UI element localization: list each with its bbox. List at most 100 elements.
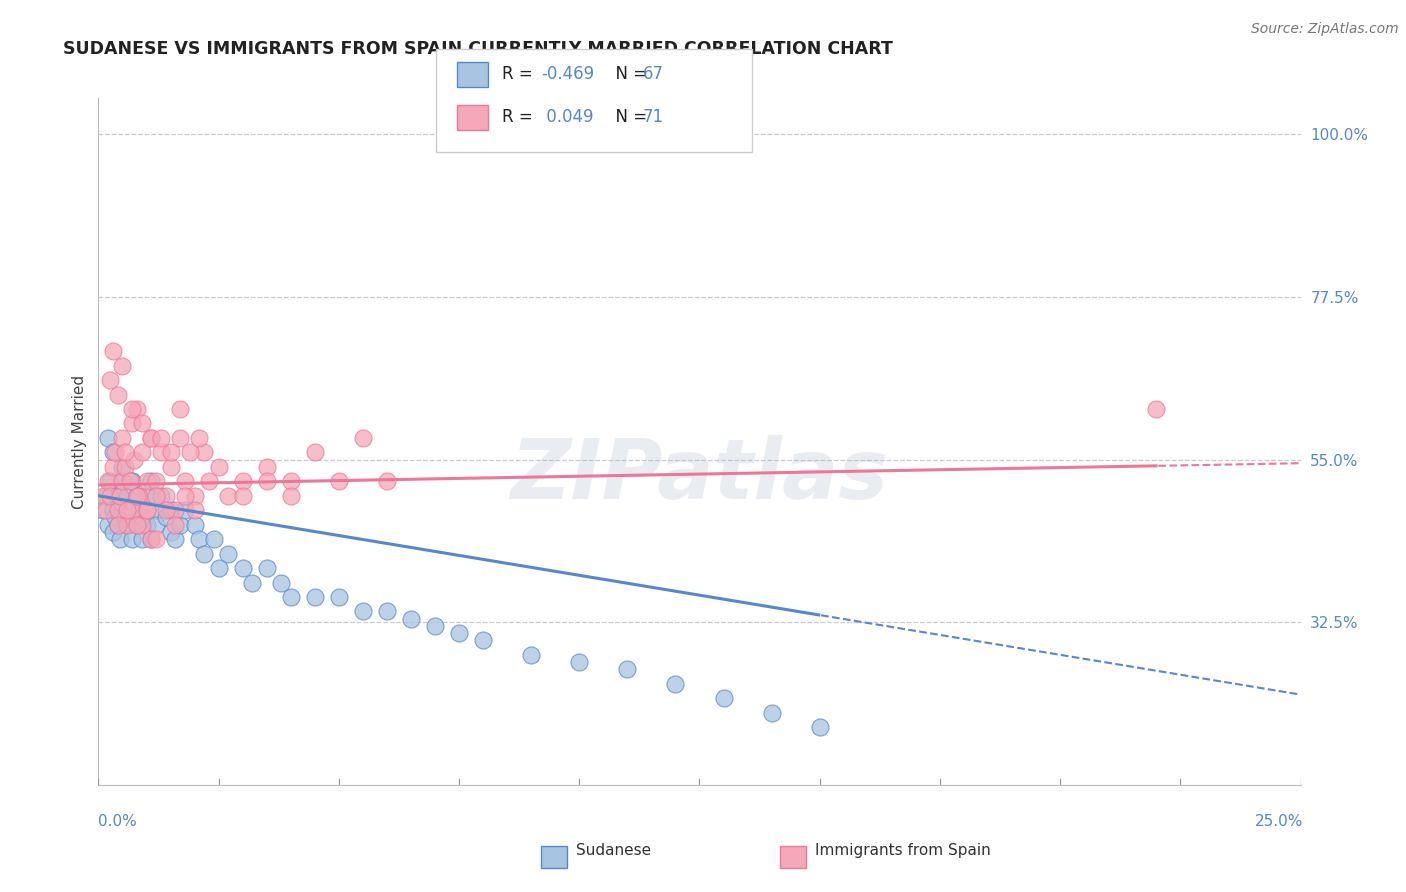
Point	[232, 475, 254, 489]
Point	[375, 604, 398, 618]
Point	[183, 517, 205, 532]
Point	[111, 475, 134, 489]
Y-axis label: Currently Married: Currently Married	[72, 375, 87, 508]
Point	[179, 445, 201, 459]
Point	[107, 503, 129, 517]
Point	[149, 445, 172, 459]
Point	[208, 561, 231, 575]
Point	[111, 475, 134, 489]
Point	[165, 503, 187, 517]
Point	[188, 431, 211, 445]
Point	[141, 475, 163, 489]
Point	[100, 475, 122, 489]
Point	[256, 475, 278, 489]
Point	[111, 431, 134, 445]
Point	[165, 517, 187, 532]
Point	[423, 619, 446, 633]
Point	[117, 517, 139, 532]
Point	[131, 417, 153, 431]
Point	[1144, 402, 1167, 417]
Point	[121, 475, 143, 489]
Point	[91, 489, 114, 503]
Text: 0.0%: 0.0%	[98, 814, 138, 829]
Point	[664, 677, 686, 691]
Point	[125, 402, 148, 417]
Point	[107, 517, 129, 532]
Text: 25.0%: 25.0%	[1256, 814, 1303, 829]
Point	[169, 431, 191, 445]
Point	[149, 489, 172, 503]
Point	[108, 489, 131, 503]
Point	[101, 503, 124, 517]
Point	[174, 475, 197, 489]
Point	[352, 604, 374, 618]
Point	[125, 489, 148, 503]
Point	[101, 445, 124, 459]
Point	[183, 489, 205, 503]
Point	[159, 503, 181, 517]
Point	[100, 489, 122, 503]
Point	[217, 547, 239, 561]
Point	[124, 452, 146, 467]
Point	[155, 503, 177, 517]
Point	[97, 517, 120, 532]
Point	[169, 517, 191, 532]
Point	[107, 387, 129, 401]
Point	[107, 517, 129, 532]
Point	[202, 532, 225, 546]
Point	[131, 445, 153, 459]
Point	[240, 575, 263, 590]
Point	[135, 475, 157, 489]
Text: N =: N =	[605, 108, 652, 126]
Point	[280, 590, 302, 604]
Point	[131, 510, 153, 524]
Point	[352, 431, 374, 445]
Point	[107, 489, 129, 503]
Point	[111, 496, 134, 510]
Point	[117, 489, 139, 503]
Point	[183, 503, 205, 517]
Point	[111, 359, 134, 373]
Point	[128, 503, 150, 517]
Point	[135, 503, 157, 517]
Point	[117, 503, 139, 517]
Point	[145, 503, 167, 517]
Point	[198, 475, 221, 489]
Point	[135, 489, 157, 503]
Point	[124, 496, 146, 510]
Text: Immigrants from Spain: Immigrants from Spain	[815, 843, 991, 858]
Point	[149, 431, 172, 445]
Text: ZIPatlas: ZIPatlas	[510, 435, 889, 516]
Point	[328, 590, 350, 604]
Point	[399, 612, 422, 626]
Point	[145, 517, 167, 532]
Point	[375, 475, 398, 489]
Point	[520, 648, 543, 662]
Point	[447, 626, 470, 640]
Point	[108, 532, 131, 546]
Point	[472, 633, 495, 648]
Point	[159, 459, 181, 474]
Point	[256, 561, 278, 575]
Point	[193, 445, 215, 459]
Point	[125, 517, 148, 532]
Point	[270, 575, 292, 590]
Point	[118, 503, 141, 517]
Text: Sudanese: Sudanese	[576, 843, 651, 858]
Text: R =: R =	[502, 65, 538, 83]
Point	[280, 489, 302, 503]
Point	[141, 532, 163, 546]
Point	[100, 373, 122, 387]
Point	[111, 459, 134, 474]
Text: 67: 67	[643, 65, 664, 83]
Point	[145, 489, 167, 503]
Text: N =: N =	[605, 65, 652, 83]
Point	[118, 475, 141, 489]
Point	[121, 475, 143, 489]
Point	[155, 489, 177, 503]
Point	[232, 561, 254, 575]
Point	[193, 547, 215, 561]
Point	[131, 517, 153, 532]
Point	[94, 489, 117, 503]
Point	[568, 655, 591, 669]
